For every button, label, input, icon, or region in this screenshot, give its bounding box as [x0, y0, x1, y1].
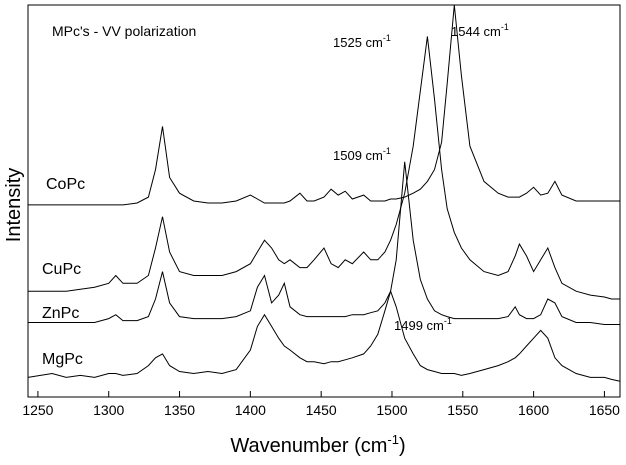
series-label: CuPc	[42, 261, 81, 278]
x-tick-label: 1600	[518, 402, 549, 418]
peak-annotation-sup: -1	[383, 146, 391, 156]
y-axis-label: Intensity	[3, 168, 25, 242]
peak-annotation-sup: -1	[383, 33, 391, 43]
spectrum-line	[28, 161, 620, 325]
x-tick-label: 1500	[376, 402, 407, 418]
x-label-sup: -1	[387, 432, 399, 447]
plot-frame	[27, 4, 621, 398]
series-label: MgPc	[42, 351, 83, 368]
x-tick-label: 1650	[589, 402, 620, 418]
peak-annotation-text: 1499 cm	[394, 318, 444, 333]
x-tick-label: 1400	[235, 402, 266, 418]
spectrum-line	[28, 4, 620, 206]
x-tick-label: 1300	[93, 402, 124, 418]
x-axis-label: Wavenumber (cm-1)	[230, 432, 405, 457]
chart-title: MPc's - VV polarization	[52, 23, 196, 39]
x-tick-label: 1450	[306, 402, 337, 418]
peak-annotation: 1499 cm-1	[394, 316, 452, 333]
spectrum-line	[28, 36, 620, 300]
series-label: ZnPc	[42, 305, 79, 322]
x-tick-label: 1550	[447, 402, 478, 418]
peak-annotation: 1525 cm-1	[333, 33, 391, 50]
peak-annotation: 1544 cm-1	[451, 22, 509, 39]
peak-annotation-sup: -1	[501, 22, 509, 32]
peak-annotation: 1509 cm-1	[333, 146, 391, 163]
peak-annotation-text: 1509 cm	[333, 148, 383, 163]
x-label-end: )	[399, 435, 406, 457]
peak-annotation-text: 1525 cm	[333, 35, 383, 50]
x-tick-label: 1350	[164, 402, 195, 418]
spectrum-line	[27, 289, 621, 382]
x-label-text: Wavenumber (cm	[230, 435, 387, 457]
peak-annotation-sup: -1	[444, 316, 452, 326]
peak-annotation-text: 1544 cm	[451, 24, 501, 39]
series-label: CoPc	[46, 176, 85, 193]
x-tick-label: 1250	[22, 402, 53, 418]
